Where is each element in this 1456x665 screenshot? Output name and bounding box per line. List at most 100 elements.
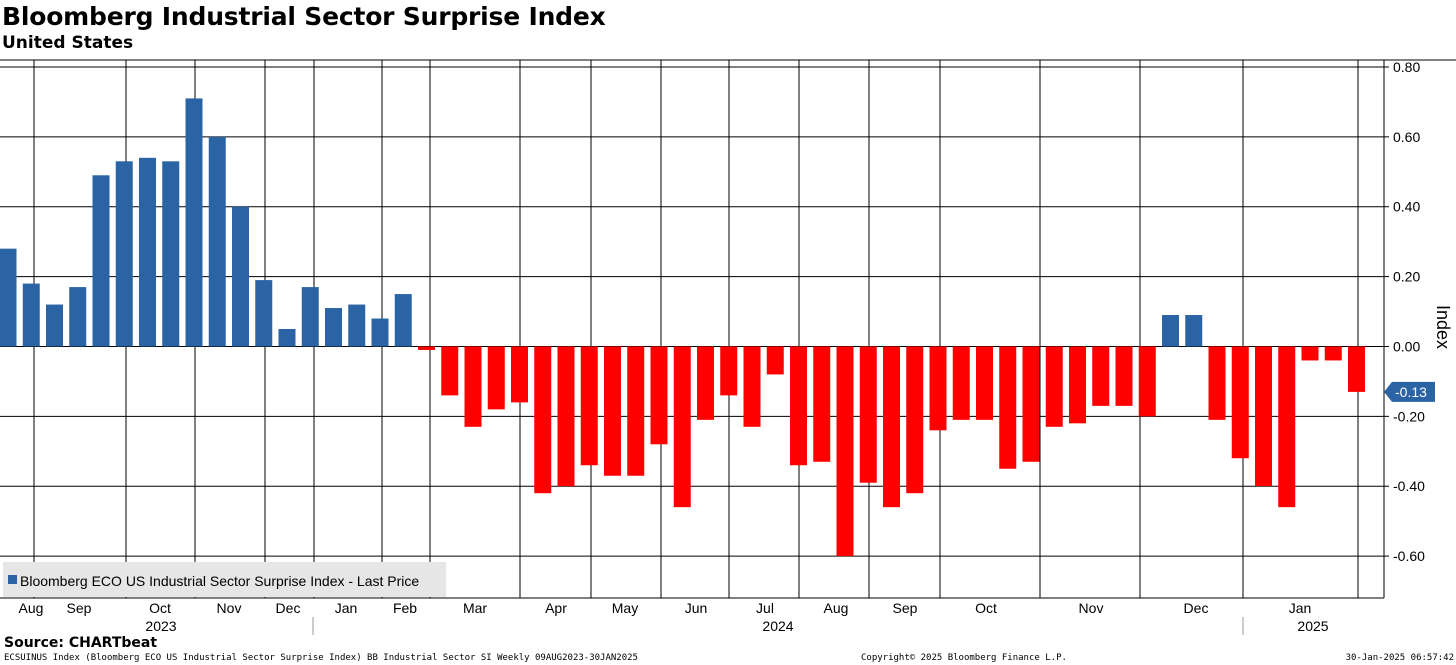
bar (813, 346, 831, 462)
x-tick-label: Aug (19, 600, 44, 616)
legend-box (3, 562, 446, 597)
x-tick-label: Dec (1184, 600, 1209, 616)
x-tick-label: May (612, 600, 638, 616)
footer-timestamp: 30-Jan-2025 06:57:42 (1345, 653, 1454, 663)
y-tick-label: -0.20 (1393, 408, 1425, 424)
x-tick-label: Oct (975, 600, 997, 616)
x-tick-label: Mar (463, 600, 487, 616)
x-tick-label: Nov (217, 600, 242, 616)
bar (906, 346, 924, 494)
bar (743, 346, 761, 427)
y-tick-label: 0.40 (1393, 199, 1420, 215)
footer-copyright: Copyright© 2025 Bloomberg Finance L.P. (861, 653, 1067, 663)
x-tick-label: Aug (824, 600, 849, 616)
bar (1138, 346, 1156, 417)
bar (371, 318, 389, 347)
bar (464, 346, 482, 427)
last-value-flag (1384, 381, 1435, 402)
bar (325, 308, 342, 347)
bar (1255, 346, 1272, 487)
bar (650, 346, 668, 445)
bar (487, 346, 505, 410)
bar (1045, 346, 1063, 427)
y-tick-label: -0.60 (1393, 548, 1425, 564)
bar (1324, 346, 1342, 361)
bar (0, 248, 17, 347)
bar (673, 346, 691, 508)
y-tick-label: 0.20 (1393, 269, 1420, 285)
bar (1069, 346, 1086, 424)
x-tick-label: Jan (1289, 600, 1312, 616)
bar (92, 175, 110, 347)
y-axis: 0.80 0.60 0.40 0.20 0.00 -0.20 -0.40 -0.60 Index (1383, 59, 1453, 598)
chart-subtitle: United States (2, 33, 134, 53)
bar (999, 346, 1017, 469)
bar (859, 346, 877, 483)
y-tick-label: 0.00 (1393, 338, 1420, 354)
bar (929, 346, 947, 431)
bar (278, 329, 296, 347)
bar (883, 346, 900, 508)
x-tick-label: Sep (893, 600, 918, 616)
bar (720, 346, 738, 396)
bar (348, 304, 366, 347)
bar (139, 157, 156, 347)
bar (976, 346, 993, 420)
y-tick-label: 0.80 (1393, 59, 1420, 75)
bar (836, 346, 854, 557)
bar (255, 280, 273, 347)
bar (394, 294, 412, 347)
bar (952, 346, 970, 420)
bar (1348, 346, 1365, 392)
x-tick-label: Nov (1079, 600, 1104, 616)
bar (1301, 346, 1319, 361)
x-tick-label: Jun (685, 600, 708, 616)
x-tick-label: Jul (756, 600, 774, 616)
x-tick-label: Sep (67, 600, 92, 616)
bar (604, 346, 621, 476)
source-note: Source: CHARTbeat (4, 635, 158, 651)
bar (301, 287, 319, 347)
bar (232, 206, 249, 347)
bar (1208, 346, 1226, 420)
bar (580, 346, 598, 466)
bar (441, 346, 459, 396)
x-tick-label: Oct (149, 600, 171, 616)
bar (418, 346, 435, 350)
bar (1231, 346, 1249, 459)
bar (534, 346, 552, 494)
x-year-label: 2024 (762, 618, 793, 634)
bar (22, 283, 40, 347)
bar (627, 346, 645, 476)
x-tick-label: Feb (393, 600, 417, 616)
y-tick-label: -0.40 (1393, 478, 1425, 494)
bar (69, 287, 87, 347)
bar (1162, 315, 1179, 347)
y-tick-label: 0.60 (1393, 129, 1420, 145)
x-year-label: 2023 (145, 618, 176, 634)
footer-ticker-description: ECSUINUS Index (Bloomberg ECO US Industr… (4, 653, 638, 663)
bars (0, 98, 1365, 557)
bar (697, 346, 714, 420)
bar (46, 304, 63, 347)
legend-swatch (8, 575, 17, 584)
bar (1185, 315, 1203, 347)
x-tick-label: Dec (276, 600, 301, 616)
y-axis-title: Index (1433, 305, 1453, 349)
legend: Bloomberg ECO US Industrial Sector Surpr… (3, 562, 446, 597)
bar (511, 346, 528, 403)
bar (1115, 346, 1133, 406)
bar (1278, 346, 1296, 508)
x-tick-label: Jan (335, 600, 358, 616)
legend-label: Bloomberg ECO US Industrial Sector Surpr… (20, 573, 419, 589)
last-value-marker: -0.13 (1384, 381, 1435, 402)
bar (1022, 346, 1040, 462)
x-axis: Aug Sep Oct Nov Dec Jan Feb Mar Apr May Jun Jul Aug S… (0, 597, 1384, 635)
bar (790, 346, 807, 466)
bar (766, 346, 784, 375)
x-tick-label: Apr (545, 600, 567, 616)
bar (1092, 346, 1110, 406)
bar (185, 98, 203, 347)
x-year-label: 2025 (1297, 618, 1328, 634)
